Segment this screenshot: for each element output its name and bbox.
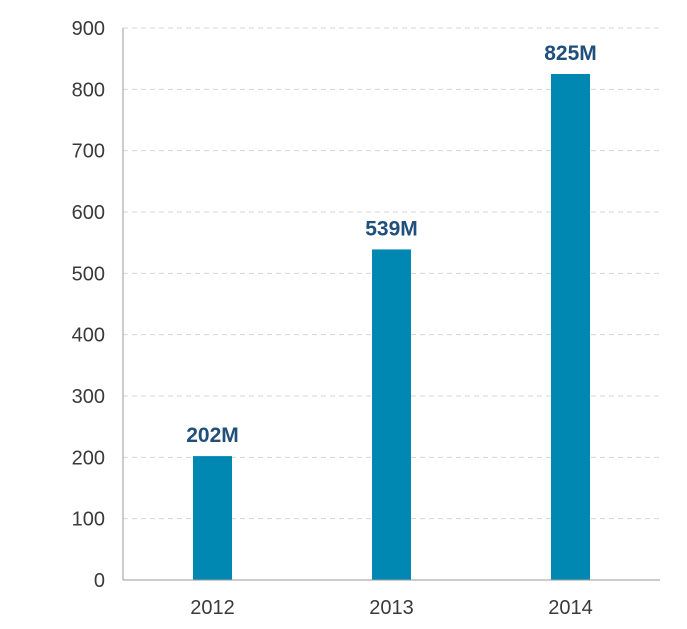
y-tick-label: 0: [94, 570, 105, 592]
bar-2012: [193, 456, 232, 580]
data-label-2013: 539M: [365, 217, 418, 240]
x-tick-label-2014: 2014: [548, 597, 593, 619]
y-tick-label: 200: [72, 447, 105, 469]
y-tick-label: 900: [72, 18, 105, 40]
data-label-2012: 202M: [186, 424, 239, 447]
bar-2014: [551, 74, 590, 580]
y-tick-label: 400: [72, 325, 105, 347]
y-tick-label: 800: [72, 79, 105, 101]
y-tick-label: 500: [72, 263, 105, 285]
bar-2013: [372, 249, 411, 580]
y-tick-label: 600: [72, 202, 105, 224]
data-label-2014: 825M: [544, 42, 597, 65]
data-labels: 202M 539M 825M: [186, 42, 597, 447]
bars: [193, 74, 590, 580]
x-tick-labels: 2012 2013 2014: [190, 597, 593, 619]
x-tick-label-2013: 2013: [369, 597, 414, 619]
y-tick-label: 100: [72, 509, 105, 531]
axes: [122, 28, 660, 581]
y-tick-labels: 0 100 200 300 400 500 600 700 800 900: [72, 18, 105, 592]
y-tick-label: 300: [72, 386, 105, 408]
y-tick-label: 700: [72, 141, 105, 163]
x-tick-label-2012: 2012: [190, 597, 235, 619]
